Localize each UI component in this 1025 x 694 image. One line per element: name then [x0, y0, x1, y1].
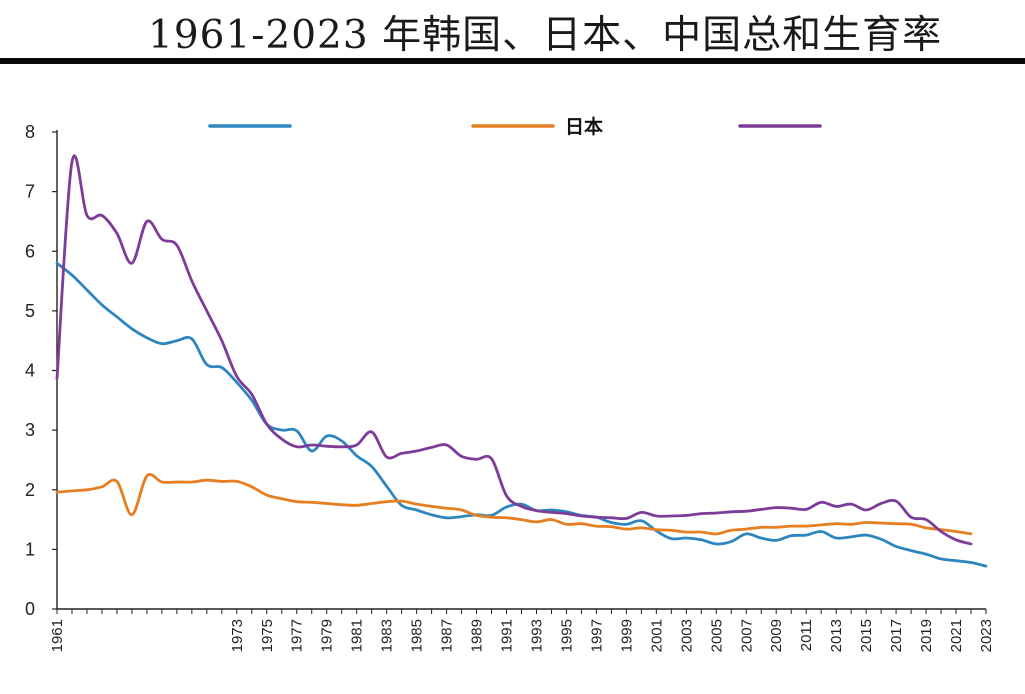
x-tick-label: 1987 [439, 619, 456, 652]
x-tick-label: 2001 [648, 619, 665, 652]
title-divider [0, 58, 1025, 64]
y-tick-label: 5 [25, 301, 35, 321]
x-tick-label: 2019 [918, 619, 935, 652]
x-tick-label: 2015 [858, 619, 875, 652]
x-tick-label: 1991 [499, 619, 516, 652]
x-tick-label: 2011 [798, 619, 815, 651]
x-tick-label: 2003 [678, 619, 695, 652]
x-tick-label: 1979 [319, 619, 336, 652]
x-tick-label: 1999 [618, 619, 635, 652]
x-tick-label: 1993 [528, 619, 545, 652]
y-tick-label: 0 [25, 599, 35, 619]
y-tick-label: 3 [25, 420, 35, 440]
x-tick-label: 1989 [469, 619, 486, 652]
y-tick-label: 6 [25, 241, 35, 261]
series-japan-line [55, 473, 973, 536]
x-tick-label: 1961 [49, 619, 66, 652]
y-tick-label: 2 [25, 480, 35, 500]
x-tick-label: 2007 [738, 619, 755, 652]
y-tick-label: 4 [25, 361, 35, 381]
x-tick-label: 2021 [948, 619, 965, 652]
x-tick-label: 1977 [289, 619, 306, 652]
x-tick-label: 1981 [349, 619, 366, 652]
x-tick-label: 1973 [229, 619, 246, 652]
x-tick-label: 1975 [259, 619, 276, 652]
x-tick-label: 2013 [828, 619, 845, 652]
y-tick-label: 1 [25, 539, 35, 559]
x-tick-label: 1983 [379, 619, 396, 652]
y-tick-label: 7 [25, 182, 35, 202]
page-title: 1961-2023 年韩国、日本、中国总和生育率 [148, 13, 943, 58]
x-tick-label: 2017 [888, 619, 905, 652]
x-tick-label: 1985 [409, 619, 426, 652]
legend-japan-label: 日本 [565, 115, 603, 138]
x-tick-label: 1995 [558, 619, 575, 652]
series-a-line [55, 261, 988, 568]
x-tick-label: 2023 [978, 619, 995, 652]
y-tick-label: 8 [25, 122, 35, 142]
x-tick-label: 2009 [768, 619, 785, 652]
series-c-line [55, 154, 973, 546]
x-tick-label: 2005 [708, 619, 725, 652]
x-tick-label: 1997 [588, 619, 605, 652]
